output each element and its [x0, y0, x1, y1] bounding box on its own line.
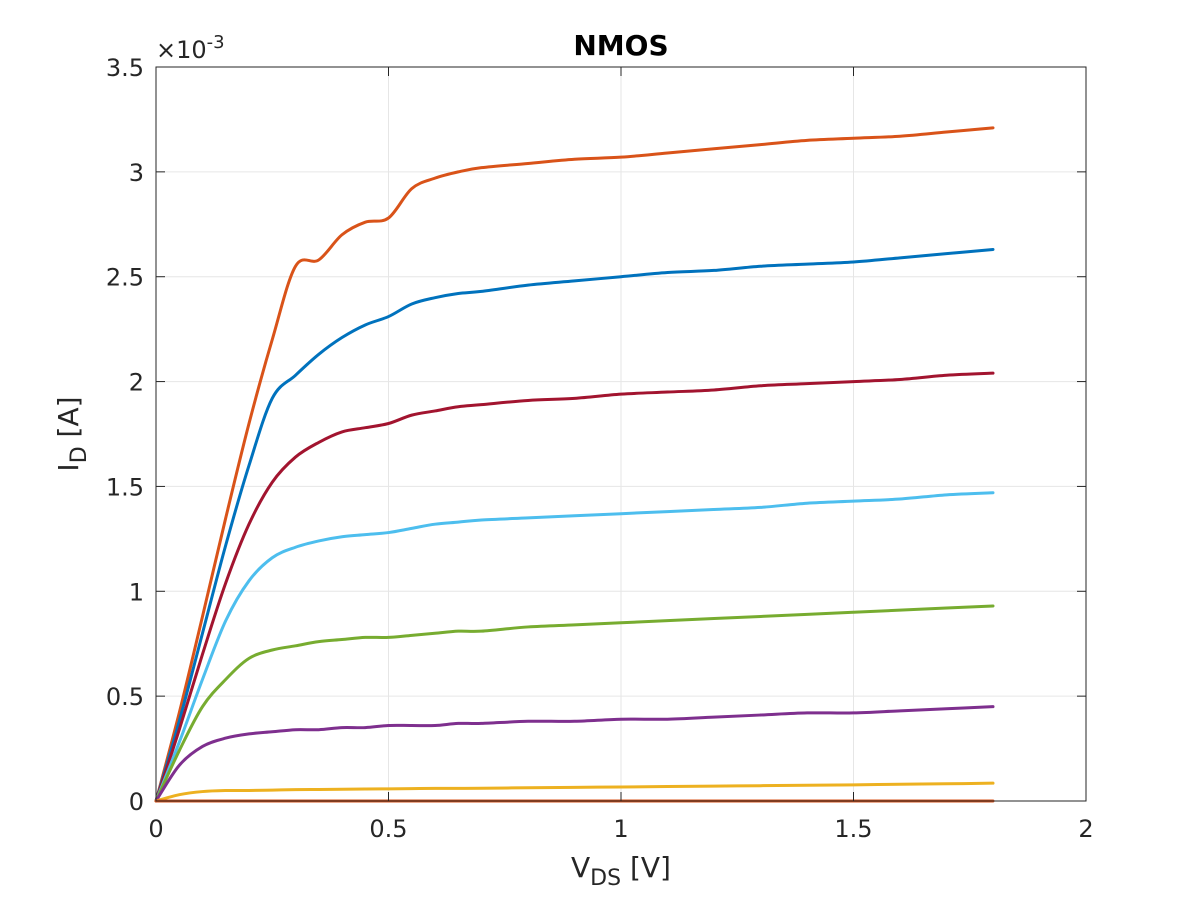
y-axis-label-unit: [A]	[52, 396, 85, 446]
y-axis-label: ID [A]	[52, 396, 92, 471]
y-axis-label-sub: D	[67, 446, 92, 463]
tick-layer: 0 0.5 1 1.5 2 0 0.5 1 1.5 2 2.5 3 3.5	[106, 54, 1094, 843]
series-line-5	[154, 604, 995, 803]
series-layer	[154, 126, 995, 803]
y-tick-label: 1	[129, 578, 144, 606]
x-tick-label: 2	[1078, 815, 1093, 843]
y-tick-label: 3.5	[106, 54, 144, 82]
grid-layer	[155, 66, 1087, 802]
x-tick-label: 0.5	[369, 815, 407, 843]
y-tick-label: 2.5	[106, 264, 144, 292]
y-axis-label-main: I	[52, 463, 85, 471]
series-line-6	[154, 705, 995, 803]
y-axis-exponent-base: ×10	[156, 36, 207, 64]
x-tick-label: 0	[148, 815, 163, 843]
series-line-7	[154, 781, 995, 803]
series-line-2	[154, 247, 995, 803]
x-axis-label-unit: [V]	[621, 851, 671, 884]
chart-title: NMOS	[573, 29, 668, 62]
y-tick-label: 3	[129, 159, 144, 187]
series-line-4	[154, 491, 995, 803]
x-axis-label-sub: DS	[590, 866, 621, 891]
x-axis-label-main: V	[571, 851, 590, 884]
y-tick-label: 0	[129, 788, 144, 816]
y-tick-label: 0.5	[106, 683, 144, 711]
x-axis-label: VDS [V]	[571, 851, 671, 891]
x-tick-label: 1	[613, 815, 628, 843]
y-axis-exponent-power: -3	[207, 32, 225, 53]
y-tick-label: 1.5	[106, 473, 144, 501]
y-tick-label: 2	[129, 369, 144, 397]
series-line-1	[154, 126, 995, 803]
x-tick-label: 1.5	[834, 815, 872, 843]
series-line-3	[154, 371, 995, 803]
y-axis-exponent: ×10-3	[156, 32, 225, 64]
